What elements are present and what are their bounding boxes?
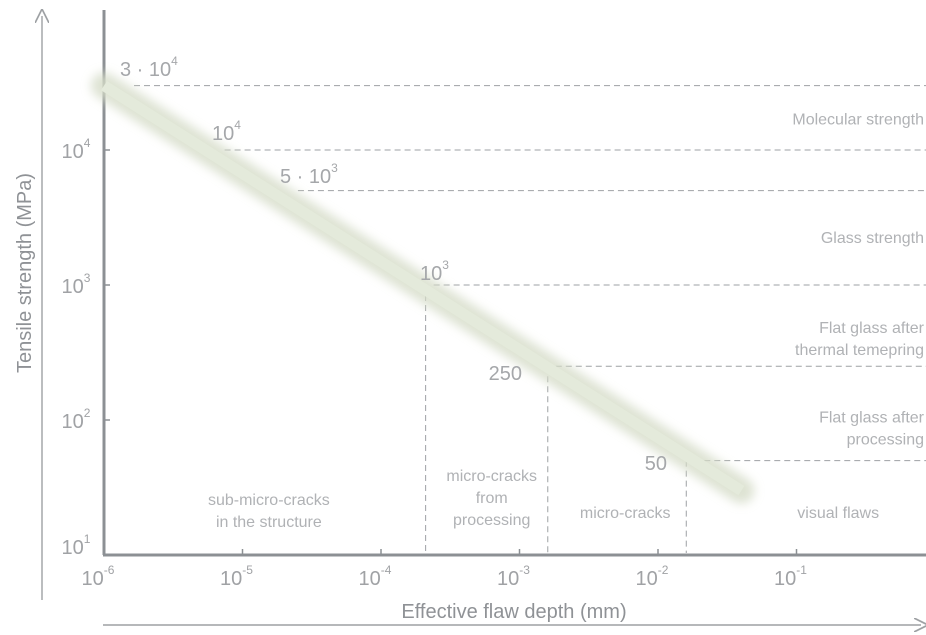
level-value-1000: 103 — [420, 258, 449, 285]
level-value-250-base: 250 — [489, 363, 522, 385]
level-value-30000: 3 · 104 — [120, 54, 178, 81]
x-tick-label-5: 10-1 — [774, 563, 807, 590]
y-tick-label-3: 104 — [62, 136, 91, 163]
zone-label-1: micro-cracks from processing — [446, 468, 537, 529]
y-tick-label-2-exp: 3 — [84, 271, 91, 285]
level-value-5000-base: 10 — [309, 166, 331, 188]
level-label-0-line-0: Molecular strength — [792, 111, 924, 128]
level-label-3: Flat glass after processing — [819, 409, 925, 448]
level-value-5000-exp: 3 — [331, 161, 338, 175]
x-axis-ticks: 10-6 10-5 10-4 10-3 10-2 10-1 — [82, 549, 807, 590]
level-value-5000-mantissa: 5 · — [280, 166, 309, 188]
strength-curve — [91, 72, 755, 504]
zone-label-0-line-1: in the structure — [216, 514, 322, 531]
level-value-10000-base: 10 — [212, 123, 234, 145]
x-tick-label-3-exp: -3 — [519, 563, 530, 577]
strength-curve-line — [101, 80, 745, 496]
x-tick-label-4-base: 10 — [636, 568, 658, 590]
level-value-250: 250 — [489, 363, 522, 385]
x-tick-label-4-exp: -2 — [658, 563, 669, 577]
strength-level-labels: Molecular strength Glass strength Flat gla… — [792, 111, 924, 448]
level-value-1000-base: 10 — [420, 263, 442, 285]
x-tick-label-1: 10-5 — [220, 563, 253, 590]
level-value-5000: 5 · 103 — [280, 161, 338, 188]
y-tick-label-0-exp: 1 — [84, 532, 91, 546]
level-value-10000: 104 — [212, 118, 241, 145]
level-label-2: Flat glass after thermal temepring — [795, 320, 925, 359]
x-tick-label-4: 10-2 — [636, 563, 669, 590]
x-tick-label-0-base: 10 — [82, 568, 104, 590]
y-tick-label-2-base: 10 — [62, 276, 84, 298]
level-value-10000-exp: 4 — [234, 118, 241, 132]
level-value-30000-mantissa: 3 · — [120, 59, 149, 81]
x-tick-label-2-exp: -4 — [381, 563, 392, 577]
level-label-0: Molecular strength — [792, 111, 924, 128]
zone-label-0-line-0: sub-micro-cracks — [208, 492, 330, 509]
x-tick-label-2: 10-4 — [359, 563, 392, 590]
y-tick-label-1-exp: 2 — [84, 406, 91, 420]
y-axis-title: Tensile strength (MPa) — [14, 173, 36, 373]
zone-label-1-line-1: from — [476, 490, 508, 507]
zone-label-0: sub-micro-cracks in the structure — [208, 492, 330, 531]
y-tick-label-1-base: 10 — [62, 411, 84, 433]
zone-label-2-line-0: micro-cracks — [580, 505, 671, 522]
x-tick-label-5-base: 10 — [774, 568, 796, 590]
zone-label-1-line-2: processing — [453, 512, 530, 529]
y-tick-label-0: 101 — [62, 532, 91, 559]
x-tick-label-0: 10-6 — [82, 563, 115, 590]
level-label-1: Glass strength — [821, 230, 924, 247]
level-value-30000-base: 10 — [149, 59, 171, 81]
y-tick-label-2: 103 — [62, 271, 91, 298]
x-tick-label-3: 10-3 — [497, 563, 530, 590]
y-tick-label-0-base: 10 — [62, 537, 84, 559]
level-label-2-line-0: Flat glass after — [819, 320, 925, 337]
y-tick-label-1: 102 — [62, 406, 91, 433]
level-label-3-line-0: Flat glass after — [819, 409, 925, 426]
y-tick-label-3-base: 10 — [62, 141, 84, 163]
level-value-30000-exp: 4 — [171, 54, 178, 68]
flaw-zone-labels: sub-micro-cracks in the structure micro-cr… — [208, 468, 879, 531]
level-value-1000-exp: 3 — [442, 258, 449, 272]
x-tick-label-3-base: 10 — [497, 568, 519, 590]
level-label-3-line-1: processing — [847, 431, 924, 448]
y-tick-label-3-exp: 4 — [84, 136, 91, 150]
x-tick-label-5-exp: -1 — [796, 563, 807, 577]
zone-label-1-line-0: micro-cracks — [446, 468, 537, 485]
x-tick-label-2-base: 10 — [359, 568, 381, 590]
level-label-2-line-1: thermal temepring — [795, 342, 924, 359]
level-value-50: 50 — [645, 453, 667, 475]
strength-level-guides — [134, 85, 926, 553]
x-tick-label-1-exp: -5 — [242, 563, 253, 577]
level-value-50-base: 50 — [645, 453, 667, 475]
zone-label-3-line-0: visual flaws — [797, 505, 879, 522]
x-tick-label-1-base: 10 — [220, 568, 242, 590]
level-label-1-line-0: Glass strength — [821, 230, 924, 247]
zone-label-2: micro-cracks — [580, 505, 671, 522]
x-tick-label-0-exp: -6 — [104, 563, 115, 577]
x-axis-title: Effective flaw depth (mm) — [401, 601, 626, 623]
zone-label-3: visual flaws — [797, 505, 879, 522]
